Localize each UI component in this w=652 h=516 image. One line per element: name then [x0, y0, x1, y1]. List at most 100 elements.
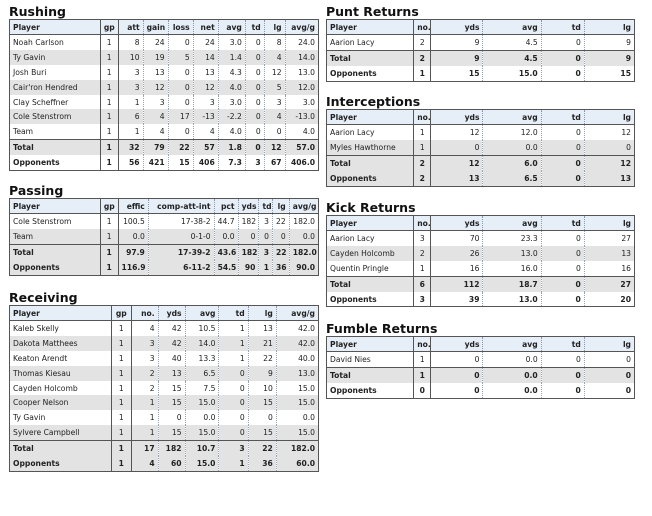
table-row: Cole Stenstrom 1 6 4 17 -13 -2.2 0 4 -13.0 — [9, 109, 319, 125]
stat-cell: 97.9 — [117, 243, 149, 260]
stat-cell: 24.0 — [284, 34, 319, 50]
player-name-cell: Noah Carlson — [9, 34, 101, 50]
stat-cell: 0 — [247, 410, 277, 426]
stat-cell: 3 — [244, 155, 265, 171]
stat-cell: 43.6 — [213, 243, 239, 260]
stat-cell: 3 — [263, 94, 286, 110]
stat-cell: 4 — [130, 320, 159, 336]
player-name-cell: Opponents — [326, 65, 415, 82]
stat-cell: 42 — [157, 335, 186, 351]
stat-cell: 0 — [218, 380, 249, 396]
stat-cell: 1 — [413, 366, 432, 383]
stat-cell: 9 — [583, 49, 635, 66]
stat-cell: 0 — [167, 79, 194, 95]
stat-cell: 421 — [142, 155, 169, 171]
table-row: Josh Buri 1 3 13 0 13 4.3 0 12 13.0 — [9, 64, 319, 80]
stat-cell: 0 — [540, 170, 585, 187]
stat-cell: 27 — [583, 275, 635, 292]
stat-cell: 0 — [157, 410, 186, 426]
opponents-row: Opponents 1 4 60 15.0 1 36 60.0 — [9, 456, 319, 472]
column-header: loss — [167, 19, 194, 35]
player-name-cell: Total — [9, 139, 101, 156]
stat-cell: 8 — [117, 34, 144, 50]
player-name-cell: Opponents — [9, 456, 112, 472]
stat-cell: 0 — [540, 49, 585, 66]
stat-cell: 0 — [583, 382, 635, 399]
stat-cell: 3 — [117, 79, 144, 95]
stat-cell: 1 — [111, 335, 132, 351]
player-name-cell: Opponents — [326, 382, 415, 399]
stat-cell: 40 — [157, 350, 186, 366]
stat-cell: 0 — [540, 275, 585, 292]
stat-cell: 1 — [100, 213, 119, 229]
stat-cell: 1 — [100, 259, 119, 276]
stat-cell: 17 — [130, 440, 159, 457]
column-header: yds — [430, 109, 483, 125]
stat-cell: 0 — [244, 109, 265, 125]
stat-cell: 1 — [100, 49, 119, 65]
stat-cell: 26 — [430, 245, 483, 261]
stat-cell: 15.0 — [184, 425, 219, 441]
stat-cell: 7.3 — [217, 155, 246, 171]
stat-cell: 15 — [167, 155, 194, 171]
stat-cell: 12 — [430, 124, 483, 140]
stat-cell: 0 — [244, 34, 265, 50]
stat-cell: 0 — [540, 245, 585, 261]
stat-cell: 67 — [263, 155, 286, 171]
table-row: Team 1 0.0 0-1-0 0.0 0 0 0 0.0 — [9, 228, 319, 245]
stat-cell: 1 — [100, 139, 119, 156]
stat-cell: 24 — [142, 34, 169, 50]
table-row: Ty Gavin 1 1 0 0.0 0 0 0.0 — [9, 410, 319, 426]
column-header: yds — [430, 215, 483, 231]
kick-returns-title: Kick Returns — [326, 200, 416, 215]
stat-cell: 1 — [111, 440, 132, 457]
opponents-row: Opponents 1 56 421 15 406 7.3 3 67 406.0 — [9, 155, 319, 171]
table-row: Clay Scheffner 1 1 3 0 3 3.0 0 3 3.0 — [9, 94, 319, 110]
stat-cell: 6 — [117, 109, 144, 125]
column-header: avg/g — [284, 19, 319, 35]
stat-cell: 13 — [142, 64, 169, 80]
stat-cell: 1 — [111, 380, 132, 396]
receiving-table: Player gp no. yds avg td lg avg/g Kaleb Skelly 1 4… — [9, 305, 319, 472]
stat-cell: 3 — [130, 335, 159, 351]
stat-cell: 112 — [430, 275, 483, 292]
stat-cell: 10.5 — [184, 320, 219, 336]
table-row: Noah Carlson 1 8 24 0 24 3.0 0 8 24.0 — [9, 34, 319, 50]
stat-cell: 42.0 — [275, 320, 319, 336]
stat-cell: 1 — [218, 350, 249, 366]
stat-cell: 13.0 — [275, 365, 319, 381]
stat-cell: 1 — [218, 456, 249, 472]
stat-cell: 0 — [167, 94, 194, 110]
column-header: lg — [583, 215, 635, 231]
column-header: td — [244, 19, 265, 35]
stat-cell: 13.0 — [482, 245, 542, 261]
stat-cell: 0 — [540, 260, 585, 277]
table-row: Cooper Nelson 1 1 15 15.0 0 15 15.0 — [9, 395, 319, 411]
stat-cell: 0 — [167, 124, 194, 140]
column-header: Player — [326, 215, 415, 231]
player-name-cell: Myles Hawthorne — [326, 139, 415, 156]
player-name-cell: Cayden Holcomb — [9, 380, 112, 396]
stat-cell: 0 — [540, 124, 585, 140]
stat-cell: 4.0 — [217, 79, 246, 95]
stat-cell: 12 — [192, 79, 219, 95]
stat-cell: 406.0 — [284, 155, 319, 171]
stat-cell: 182 — [237, 213, 259, 229]
stat-cell: 15 — [430, 65, 483, 82]
table-row: David Nies 1 0 0.0 0 0 — [326, 351, 635, 368]
punt-returns-title: Punt Returns — [326, 4, 419, 19]
table-row: Quentin Pringle 1 16 16.0 0 16 — [326, 260, 635, 277]
stat-cell: 0 — [244, 49, 265, 65]
stat-cell: 5 — [263, 79, 286, 95]
column-header: td — [540, 109, 585, 125]
player-name-cell: Cayden Holcomb — [326, 245, 415, 261]
column-header: Player — [326, 109, 415, 125]
player-name-cell: Total — [326, 154, 415, 171]
stat-cell: 13.0 — [284, 64, 319, 80]
opponents-row: Opponents 0 0 0.0 0 0 — [326, 382, 635, 399]
table-row: Cayden Holcomb 1 2 15 7.5 0 10 15.0 — [9, 380, 319, 396]
stat-cell: 1 — [100, 124, 119, 140]
stat-cell: 18.7 — [482, 275, 542, 292]
stat-cell: 9 — [583, 34, 635, 51]
stat-cell: 44.7 — [213, 213, 239, 229]
